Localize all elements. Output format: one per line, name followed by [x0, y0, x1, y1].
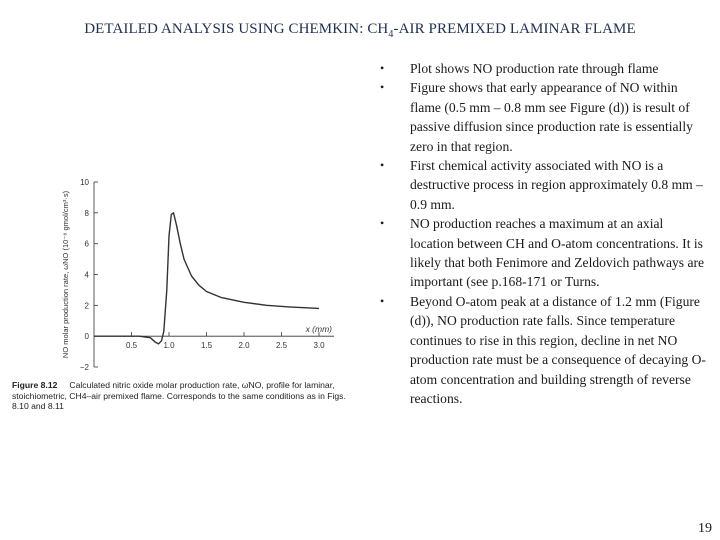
figure-8-12: −2 0 2 4 6 8 10 0.5 1.0 1.5 2.0 2.5 3.0 x (mm) NO mola…: [12, 172, 352, 432]
y-tick-label: 2: [85, 301, 90, 310]
x-tick-label: 0.5: [126, 341, 138, 350]
caption-label: Figure 8.12: [12, 380, 58, 390]
bullet-icon: •: [380, 158, 385, 173]
x-tick-label: 1.0: [163, 341, 175, 350]
page-number: 19: [698, 521, 712, 536]
bullet-item: • Figure shows that early appearance of N…: [378, 78, 708, 156]
bullet-item: • First chemical activity associated with…: [378, 156, 708, 214]
series-line: [94, 212, 320, 345]
x-tick-label: 2.5: [276, 341, 288, 350]
bullet-text: NO production reaches a maximum at an ax…: [410, 216, 705, 290]
title-text: DETAILED ANALYSIS USING CHEMKIN: CH: [84, 21, 389, 37]
bullet-text: Beyond O-atom peak at a distance of 1.2 …: [410, 293, 706, 406]
x-axis-label: x (mm): [305, 324, 333, 334]
bullet-list: • Plot shows NO production rate through f…: [378, 59, 708, 408]
no-production-rate-chart: −2 0 2 4 6 8 10 0.5 1.0 1.5 2.0 2.5 3.0 x (mm) NO mola…: [61, 178, 334, 372]
bullet-text: First chemical activity associated with …: [410, 158, 703, 212]
bullet-icon: •: [380, 216, 385, 231]
title-subscript: 4: [388, 29, 394, 40]
bullet-item: • Plot shows NO production rate through f…: [378, 59, 708, 78]
figure-caption: Figure 8.12 Calculated nitric oxide molar…: [12, 380, 352, 412]
bullet-icon: •: [380, 61, 385, 75]
title-text-rest: -AIR PREMIXED LAMINAR FLAME: [393, 21, 636, 37]
bullet-text: Plot shows NO production rate through fl…: [410, 61, 659, 76]
bullet-text: Figure shows that early appearance of NO…: [410, 80, 693, 154]
bullet-icon: •: [380, 293, 385, 308]
y-tick-label: 10: [80, 178, 89, 187]
y-axis-label: NO molar production rate, ω̇NO (10⁻⁸ gmo…: [61, 190, 70, 358]
x-tick-label: 1.5: [201, 341, 213, 350]
bullet-icon: •: [380, 80, 385, 95]
bullet-item: • Beyond O-atom peak at a distance of 1.2…: [378, 292, 708, 408]
y-tick-label: 4: [85, 271, 90, 280]
slide-title: DETAILED ANALYSIS USING CHEMKIN: CH4-AIR…: [0, 21, 720, 40]
y-tick-label: 6: [85, 240, 90, 249]
y-tick-label: 8: [85, 209, 90, 218]
x-tick-label: 2.0: [238, 341, 250, 350]
y-tick-label: −2: [80, 363, 90, 372]
x-tick-label: 3.0: [313, 341, 325, 350]
bullet-item: • NO production reaches a maximum at an a…: [378, 214, 708, 292]
caption-text: Calculated nitric oxide molar production…: [12, 380, 346, 412]
y-tick-label: 0: [85, 332, 90, 341]
